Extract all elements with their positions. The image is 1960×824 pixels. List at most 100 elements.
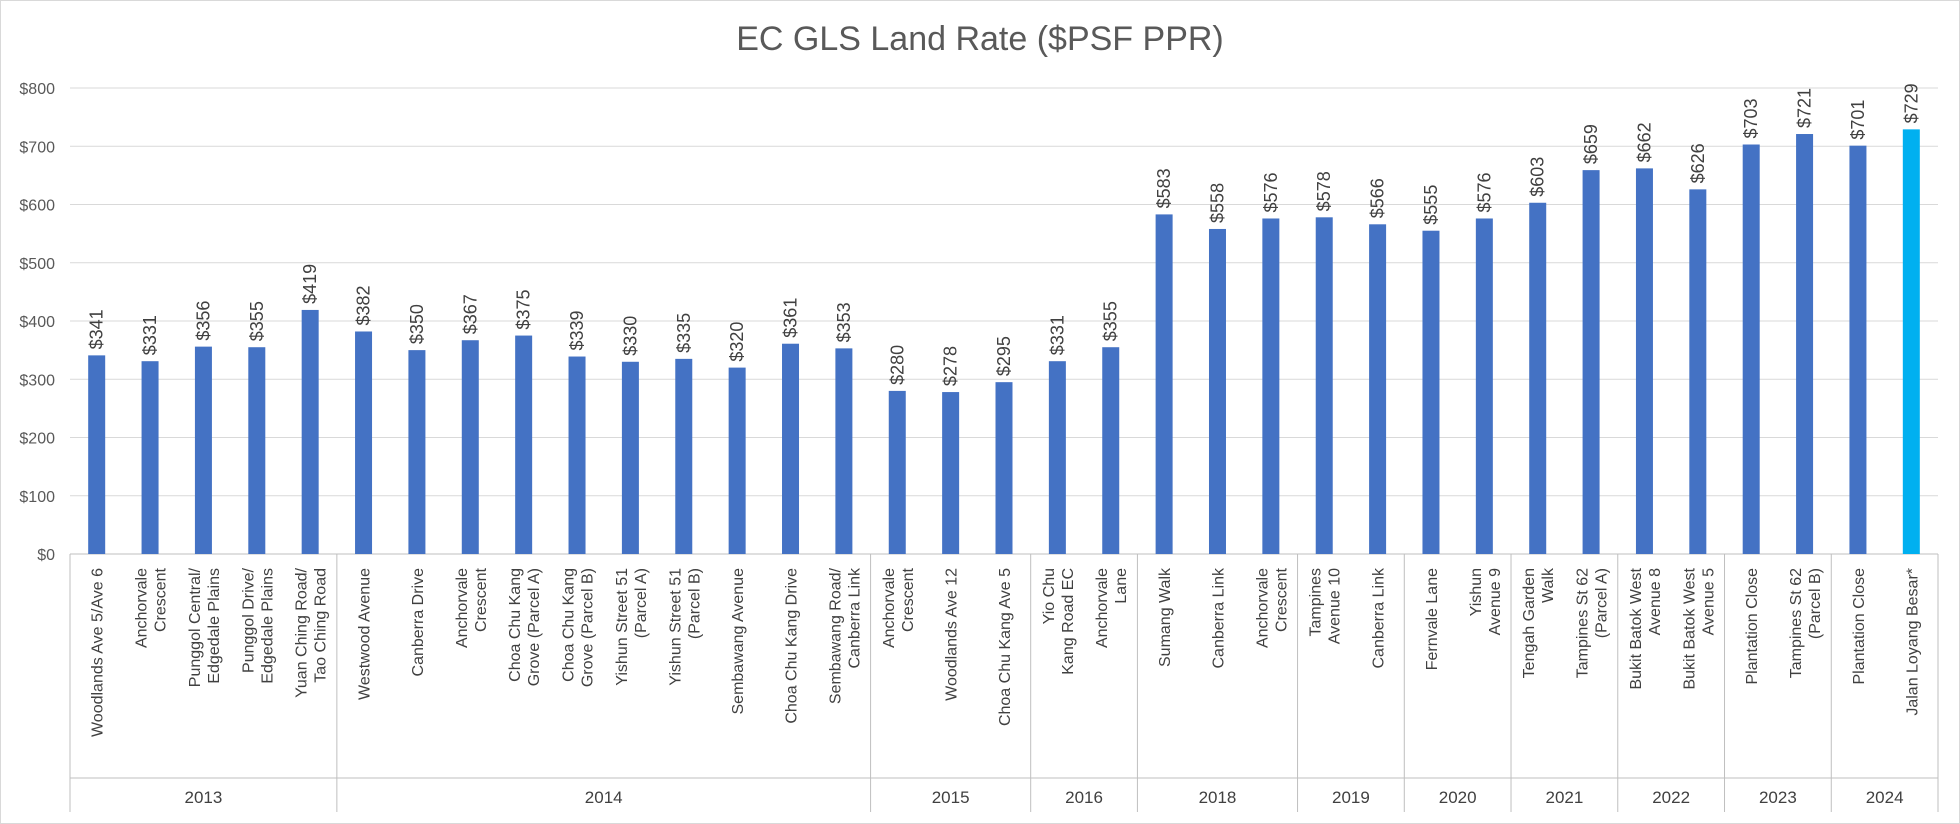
category-label-line: Choa Chu Kang Ave 5 bbox=[997, 568, 1014, 726]
data-label: $331 bbox=[1047, 315, 1067, 355]
category-label: Yio Chu Kang Road EC bbox=[1041, 568, 1077, 675]
category-label: Canberra Drive bbox=[410, 568, 427, 677]
category-label-line: Canberra Link bbox=[846, 567, 863, 669]
year-label: 2023 bbox=[1759, 788, 1797, 807]
category-label-line: Walk bbox=[1540, 567, 1557, 603]
category-label-line: Kang Road EC bbox=[1060, 568, 1077, 675]
category-label-line: Lane bbox=[1113, 568, 1130, 604]
bar bbox=[728, 367, 746, 554]
category-label: Tampines St 62 (Parcel A) bbox=[1575, 568, 1611, 678]
category-label: Yishun Street 51 (Parcel B) bbox=[667, 568, 703, 686]
category-label-line: Sumang Walk bbox=[1157, 567, 1174, 667]
category-label-line: Punggol Central/ bbox=[187, 567, 204, 687]
data-label: $331 bbox=[140, 315, 160, 355]
data-label: $566 bbox=[1368, 178, 1388, 218]
bar bbox=[942, 392, 960, 554]
bar bbox=[1796, 134, 1814, 554]
category-label-line: Sembawang Road/ bbox=[827, 567, 844, 704]
data-label: $339 bbox=[567, 310, 587, 350]
data-label: $703 bbox=[1741, 98, 1761, 138]
category-label-line: (Parcel B) bbox=[686, 568, 703, 639]
category-label-line: Choa Chu Kang bbox=[561, 568, 578, 682]
data-label: $355 bbox=[247, 301, 267, 341]
category-label-line: Anchorvale bbox=[1254, 568, 1271, 648]
bar bbox=[1475, 218, 1493, 555]
category-label-line: (Parcel B) bbox=[1807, 568, 1824, 639]
category-label-line: (Parcel A) bbox=[633, 568, 650, 638]
bar bbox=[1689, 189, 1707, 555]
category-label-line: Edgedale Plains bbox=[259, 568, 276, 684]
category-label-line: Yishun Street 51 bbox=[614, 568, 631, 686]
category-label-line: Choa Chu Kang Drive bbox=[784, 568, 801, 724]
category-label-line: Grove (Parcel B) bbox=[580, 568, 597, 687]
chart-title: EC GLS Land Rate ($PSF PPR) bbox=[736, 20, 1224, 58]
category-label: Choa Chu Kang Ave 5 bbox=[997, 568, 1014, 726]
category-label-line: Avenue 9 bbox=[1487, 568, 1504, 635]
bar bbox=[355, 331, 373, 554]
category-label-line: Tampines St 62 bbox=[1788, 568, 1805, 678]
category-label: Canberra Link bbox=[1371, 567, 1388, 669]
year-label: 2021 bbox=[1545, 788, 1583, 807]
bar bbox=[194, 346, 212, 554]
category-label-line: Crescent bbox=[1273, 567, 1290, 632]
bar bbox=[1208, 228, 1226, 554]
bar bbox=[675, 358, 693, 554]
year-label: 2022 bbox=[1652, 788, 1690, 807]
category-label: Anchorvale Crescent bbox=[454, 567, 490, 648]
category-label: Bukit Batok West Avenue 8 bbox=[1628, 567, 1664, 689]
bar bbox=[621, 361, 639, 554]
category-label: Yishun Avenue 9 bbox=[1468, 568, 1504, 635]
category-label: Punggol Central/Edgedale Plains bbox=[187, 567, 223, 687]
data-label: $382 bbox=[354, 285, 374, 325]
bar bbox=[88, 355, 106, 554]
bar bbox=[1315, 217, 1333, 554]
data-label: $583 bbox=[1154, 168, 1174, 208]
category-label: Tampines St 62 (Parcel B) bbox=[1788, 568, 1824, 678]
bar bbox=[408, 350, 426, 554]
category-label: Tampines Avenue 10 bbox=[1308, 568, 1344, 644]
category-label: Yuan Ching Road/Tao Ching Road bbox=[294, 567, 330, 697]
category-label-line: Bukit Batok West bbox=[1628, 567, 1645, 689]
category-label: Plantation Close bbox=[1744, 568, 1761, 685]
category-label: Fernvale Lane bbox=[1424, 568, 1441, 670]
category-label-line: Avenue 5 bbox=[1700, 568, 1717, 635]
data-label: $626 bbox=[1688, 143, 1708, 183]
data-label: $355 bbox=[1101, 301, 1121, 341]
bar bbox=[1849, 145, 1867, 555]
category-label-line: Canberra Link bbox=[1210, 567, 1227, 669]
data-label: $578 bbox=[1314, 171, 1334, 211]
category-label-line: Crescent bbox=[900, 567, 917, 632]
category-label-line: Plantation Close bbox=[1744, 568, 1761, 685]
category-label: Jalan Loyang Besar* bbox=[1904, 568, 1921, 716]
data-label: $701 bbox=[1848, 100, 1868, 140]
category-label-line: Bukit Batok West bbox=[1681, 567, 1698, 689]
data-label: $280 bbox=[887, 345, 907, 385]
year-label: 2024 bbox=[1866, 788, 1904, 807]
category-label: Choa Chu Kang Grove (Parcel B) bbox=[561, 568, 597, 687]
category-label: Yishun Street 51 (Parcel A) bbox=[614, 568, 650, 686]
y-tick-label: $700 bbox=[19, 139, 55, 156]
bar bbox=[835, 348, 853, 554]
y-tick-label: $400 bbox=[19, 314, 55, 331]
data-label: $729 bbox=[1901, 83, 1921, 123]
data-label: $375 bbox=[514, 290, 534, 330]
bar bbox=[1635, 168, 1653, 554]
bar bbox=[1529, 202, 1547, 554]
bar bbox=[1902, 129, 1920, 555]
category-label-line: Fernvale Lane bbox=[1424, 568, 1441, 670]
bar bbox=[888, 390, 906, 554]
y-tick-label: $200 bbox=[19, 431, 55, 448]
category-label-line: Tampines bbox=[1308, 568, 1325, 636]
category-label-line: Yio Chu bbox=[1041, 568, 1058, 624]
data-label: $576 bbox=[1474, 172, 1494, 212]
category-label: Canberra Link bbox=[1210, 567, 1227, 669]
category-label-line: Anchorvale bbox=[134, 568, 151, 648]
year-label: 2018 bbox=[1199, 788, 1237, 807]
bar bbox=[1155, 214, 1173, 554]
year-label: 2013 bbox=[185, 788, 223, 807]
category-label-line: Avenue 8 bbox=[1647, 568, 1664, 635]
category-label: Westwood Avenue bbox=[357, 568, 374, 700]
category-label-line: Anchorvale bbox=[1094, 568, 1111, 648]
category-label: Sembawang Avenue bbox=[730, 568, 747, 715]
